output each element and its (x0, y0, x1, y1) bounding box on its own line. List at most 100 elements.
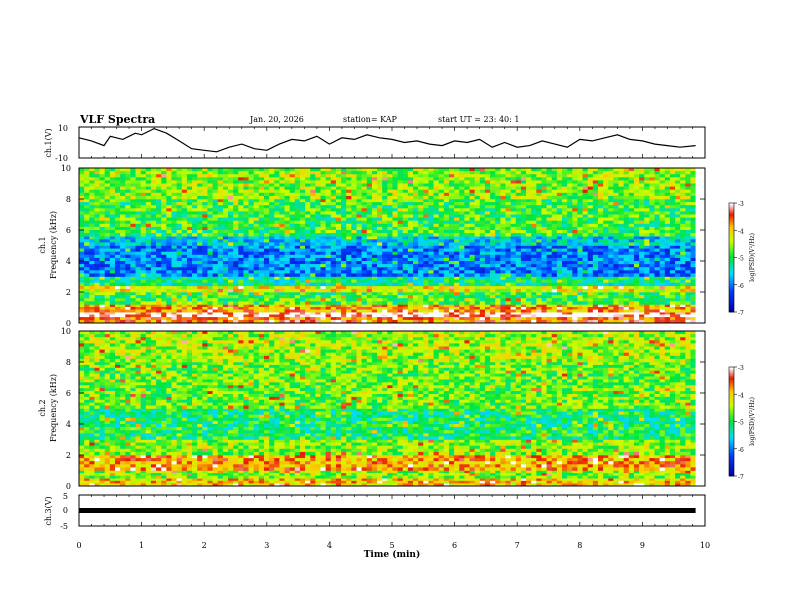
spectrogram-cell (690, 223, 696, 228)
spectrogram-cell (690, 220, 696, 225)
spectrogram-cell (279, 239, 285, 243)
spectrogram-cell (413, 301, 419, 305)
spectrogram-cell (176, 251, 183, 256)
spectrogram-cell (500, 301, 506, 305)
spectrogram-cell (371, 314, 378, 318)
spectrogram-cell (433, 245, 439, 249)
spectrogram-cell (120, 282, 126, 287)
spectrogram-cell (171, 261, 177, 265)
spectrogram-cell (114, 220, 121, 225)
spectrogram-cell (150, 306, 157, 310)
spectrogram-cell (438, 199, 445, 203)
spectrogram-cell (377, 301, 383, 305)
spectrogram-cell (233, 245, 239, 249)
spectrogram-cell (669, 230, 676, 234)
spectrogram-cell (238, 292, 244, 296)
spectrogram-cell (94, 211, 100, 215)
spectrogram-cell (639, 279, 645, 283)
spectrogram-cell (135, 257, 141, 262)
spectrogram-cell (613, 314, 619, 318)
spectrogram-cell (330, 316, 337, 321)
spectrogram-cell (212, 267, 219, 271)
spectrogram-cell (567, 306, 573, 310)
spectrogram-cell (238, 220, 244, 225)
spectrogram-cell (603, 205, 609, 209)
spectrogram-cell (284, 267, 290, 271)
spectrogram-cell (469, 261, 475, 265)
spectrogram-cell (84, 220, 90, 225)
spectrogram-cell (423, 257, 429, 262)
spectrogram-cell (597, 199, 604, 203)
spectrogram-cell (114, 301, 121, 305)
spectrogram-cell (356, 285, 362, 290)
spectrogram-cell (140, 251, 147, 256)
spectrogram-cell (659, 251, 666, 256)
spectrogram-cell (484, 301, 491, 305)
spectrogram-cell (669, 254, 676, 259)
spectrogram-cell (197, 230, 203, 234)
spectrogram-cell (407, 239, 414, 243)
spectrogram-cell (377, 316, 383, 321)
spectrogram-cell (592, 267, 599, 271)
spectrogram-cell (531, 211, 537, 215)
spectrogram-cell (325, 239, 332, 243)
spectrogram-cell (541, 279, 547, 283)
spectrogram-cell (541, 226, 547, 231)
spectrogram-cell (387, 223, 393, 228)
spectrogram-cell (207, 267, 213, 271)
spectrogram-cell (212, 282, 219, 287)
spectrogram-cell (156, 306, 162, 310)
spectrogram-cell (202, 205, 208, 209)
spectrogram-cell (669, 309, 676, 313)
spectrogram-cell (192, 288, 198, 293)
spectrogram-cell (649, 226, 655, 231)
spectrogram-cell (567, 199, 573, 203)
spectrogram-cell (284, 239, 290, 243)
spectrogram-cell (253, 251, 260, 256)
spectrogram-cell (320, 267, 326, 271)
spectrogram-cell (490, 312, 496, 315)
spectrogram-cell (171, 236, 177, 240)
spectrogram-cell (474, 245, 481, 249)
spectrogram-cell (448, 304, 455, 308)
spectrogram-cell (423, 211, 429, 215)
spectrogram-cell (515, 279, 522, 283)
spectrogram-cell (546, 267, 553, 271)
spectrogram-cell (320, 251, 326, 256)
spectrogram-cell (156, 298, 162, 302)
spectrogram-cell (274, 309, 280, 313)
spectrogram-cell (464, 279, 470, 283)
spectrogram-cell (382, 211, 388, 215)
spectrogram-cell (171, 242, 177, 246)
spectrogram-cell (567, 205, 573, 209)
spectrogram-cell (551, 208, 558, 212)
spectrogram-cell (356, 288, 362, 293)
spectrogram-cell (89, 261, 95, 265)
spectrogram-cell (413, 285, 419, 290)
spectrogram-cell (125, 251, 131, 256)
spectrogram-cell (212, 230, 219, 234)
spectrogram-cell (228, 292, 234, 296)
spectrogram-cell (592, 298, 599, 302)
spectrogram-cell (217, 285, 224, 290)
spectrogram-cell (592, 306, 599, 310)
spectrogram-cell (464, 251, 470, 256)
spectrogram-cell (567, 295, 573, 299)
spectrogram-cell (274, 199, 280, 203)
spectrogram-cell (294, 285, 301, 290)
spectrogram-cell (402, 233, 409, 237)
spectrogram-cell (387, 306, 393, 310)
spectrogram-cell (423, 306, 429, 310)
spectrogram-cell (382, 251, 388, 256)
spectrogram-cell (222, 319, 229, 324)
spectrogram-cell (541, 306, 547, 310)
spectrogram-cell (120, 261, 126, 265)
spectrogram-cell (577, 217, 583, 221)
spectrogram-cell (377, 226, 383, 231)
spectrogram-cell (140, 312, 147, 315)
spectrogram-cell (351, 220, 357, 225)
spectrogram-cell (325, 208, 332, 212)
spectrogram-cell (675, 298, 681, 302)
spectrogram-cell (330, 279, 337, 283)
spectrogram-cell (310, 205, 316, 209)
